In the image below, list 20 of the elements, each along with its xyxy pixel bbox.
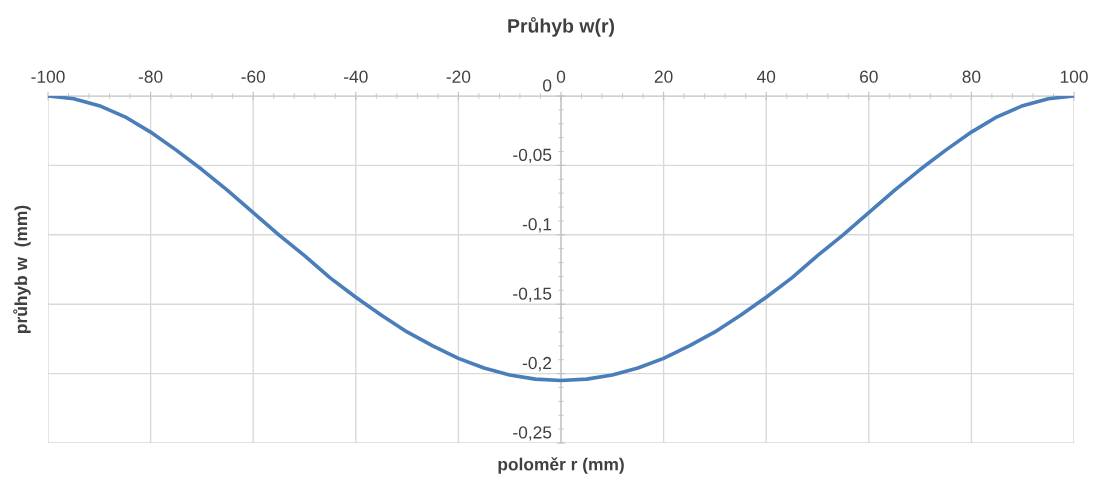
- x-tick-label: -20: [446, 70, 471, 83]
- y-tick-label: -0,15: [513, 287, 552, 302]
- y-tick-label: -0,1: [522, 218, 552, 233]
- x-axis-title: poloměr r (mm): [498, 457, 624, 474]
- x-tick-label: 80: [962, 70, 981, 83]
- x-tick-label: 40: [756, 70, 776, 83]
- x-tick-label: 60: [860, 70, 878, 83]
- y-tick-label: 0: [543, 79, 552, 92]
- y-axis-title: průhyb w (mm): [13, 205, 31, 333]
- x-tick-label: -60: [241, 70, 266, 83]
- x-tick-label: -100: [31, 70, 65, 83]
- y-tick-label: -0,25: [513, 426, 552, 441]
- x-tick-label: 0: [556, 70, 566, 83]
- x-tick-label: -40: [344, 70, 368, 83]
- x-tick-label: 20: [654, 70, 673, 83]
- y-tick-label: -0,05: [513, 148, 552, 164]
- x-tick-label: 100: [1060, 70, 1088, 83]
- y-tick-label: -0,2: [522, 356, 552, 372]
- x-tick-label: -80: [138, 70, 163, 83]
- chart-title: Průhyb w(r): [508, 17, 615, 37]
